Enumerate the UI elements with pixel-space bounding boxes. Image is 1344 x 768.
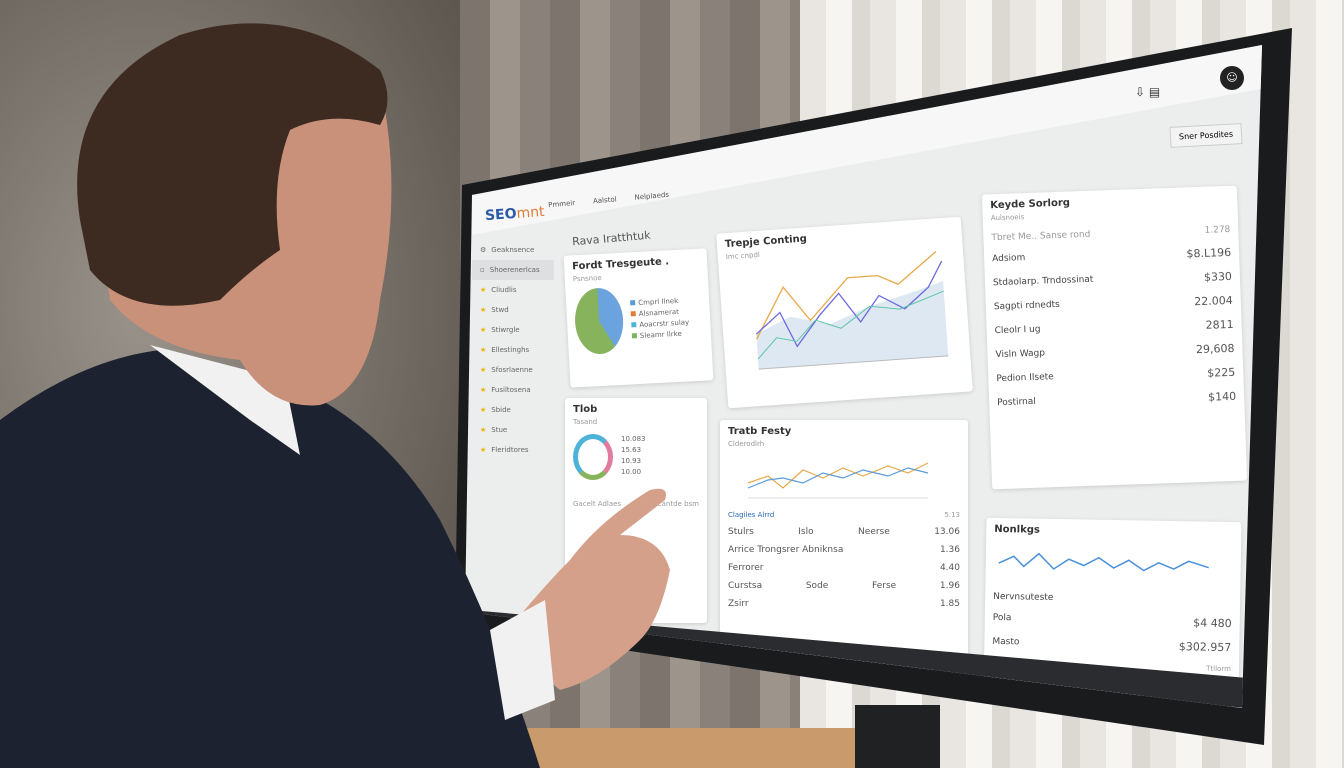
sidebar-label: Ellestinghs bbox=[491, 346, 530, 354]
rankings-sparkline bbox=[998, 552, 1209, 572]
sidebar-item[interactable]: ★ Stue bbox=[472, 420, 554, 440]
sidebar-item[interactable]: ★ Sfosrlaenne bbox=[472, 360, 554, 380]
star-icon: ★ bbox=[480, 366, 487, 374]
sidebar-label: Geaknsence bbox=[491, 246, 535, 254]
traffic-link[interactable]: Clagiles Alrrd bbox=[728, 511, 775, 519]
sidebar-item[interactable]: ⚙ Geaknsence bbox=[472, 240, 554, 260]
trend-panel: Trepje Conting Imc cnpdl bbox=[716, 216, 973, 409]
donut-value: 10.083 bbox=[621, 435, 646, 443]
sidebar-item[interactable]: ★ Ellestinghs bbox=[472, 340, 554, 360]
table-row[interactable]: Curstsa Sode Ferse 1.96 bbox=[728, 581, 960, 591]
sidebar-item[interactable]: ★ Stiwrgle bbox=[472, 320, 554, 340]
trend-line-chart bbox=[755, 250, 949, 370]
sidebar-label: Cliudlis bbox=[491, 286, 517, 294]
table-row[interactable]: Stulrs Islo Neerse 13.06 bbox=[728, 527, 960, 537]
donut-value: 10.00 bbox=[621, 468, 642, 476]
suit bbox=[0, 350, 540, 768]
star-icon: ★ bbox=[480, 406, 487, 414]
sidebar-item[interactable]: ★ Fleridtores bbox=[472, 440, 554, 460]
star-icon: ★ bbox=[480, 346, 487, 354]
shirt-cuff bbox=[490, 600, 555, 720]
sidebar-label: Stiwrgle bbox=[491, 326, 520, 334]
star-icon: ★ bbox=[480, 386, 487, 394]
donut-value: 10.93 bbox=[621, 457, 642, 465]
avatar[interactable]: ☺ bbox=[1220, 66, 1244, 90]
donut-footer: Gacelt Adlaes bbox=[573, 500, 622, 508]
traffic-panel: Tratb Festy Clderodlrh Clagiles Alrrd 5.1… bbox=[720, 420, 968, 670]
sidebar-item[interactable]: ★ Stwd bbox=[472, 300, 554, 320]
donut-value: 15.63 bbox=[621, 446, 642, 454]
rankings-panel: Nonlkgs Nervnsuteste Pola $4 480 Masto $30… bbox=[983, 517, 1242, 698]
sidebar-item[interactable]: ★ Fusiltosena bbox=[472, 380, 554, 400]
star-icon: ★ bbox=[480, 426, 487, 434]
panel-title: Tlob bbox=[573, 404, 598, 415]
sidebar-label: Stwd bbox=[491, 306, 509, 314]
panel-subtitle: Tasand bbox=[573, 418, 598, 426]
shirt-collar bbox=[150, 345, 300, 455]
sidebar-label: Shoerenerlcas bbox=[489, 266, 540, 274]
traffic-total: 5.13 bbox=[944, 511, 960, 519]
sidebar-label: Fleridtores bbox=[491, 446, 529, 454]
panel-subtitle: Clderodlrh bbox=[728, 440, 765, 448]
table-row[interactable]: Zsirr 1.85 bbox=[728, 599, 960, 609]
star-icon: ★ bbox=[480, 286, 487, 294]
square-icon: ▫ bbox=[480, 266, 485, 274]
table-row[interactable]: Arrice Trongsrer Abniknsa 1.36 bbox=[728, 545, 960, 555]
panel-title: Tratb Festy bbox=[728, 426, 792, 437]
hair bbox=[77, 23, 388, 306]
sidebar-label: Fusiltosena bbox=[491, 386, 531, 394]
gear-icon: ⚙ bbox=[480, 246, 487, 254]
desk bbox=[520, 728, 900, 768]
sidebar-item[interactable]: ★ Sbide bbox=[472, 400, 554, 420]
sidebar-item[interactable]: ★ Cliudlis bbox=[472, 280, 554, 300]
star-icon: ★ bbox=[480, 306, 487, 314]
sidebar-label: Sfosrlaenne bbox=[491, 366, 533, 374]
donut-footer-right[interactable]: Cantde bsm bbox=[656, 500, 699, 508]
sidebar-label: Sbide bbox=[491, 406, 511, 414]
star-icon: ★ bbox=[480, 326, 487, 334]
traffic-line-chart bbox=[747, 462, 929, 499]
donut-chart bbox=[573, 434, 613, 480]
notification-icon[interactable]: ⇩ ▤ bbox=[1135, 85, 1161, 99]
monitor-stand bbox=[855, 705, 940, 768]
sidebar-label: Stue bbox=[491, 426, 508, 434]
sidebar-item-active[interactable]: ▫ Shoerenerlcas bbox=[472, 260, 554, 280]
table-row[interactable]: Ferrorer 4.40 bbox=[728, 563, 960, 573]
sidebar: ⚙ Geaknsence ▫ Shoerenerlcas ★ Cliudlis ★ St… bbox=[472, 240, 554, 540]
star-icon: ★ bbox=[480, 446, 487, 454]
